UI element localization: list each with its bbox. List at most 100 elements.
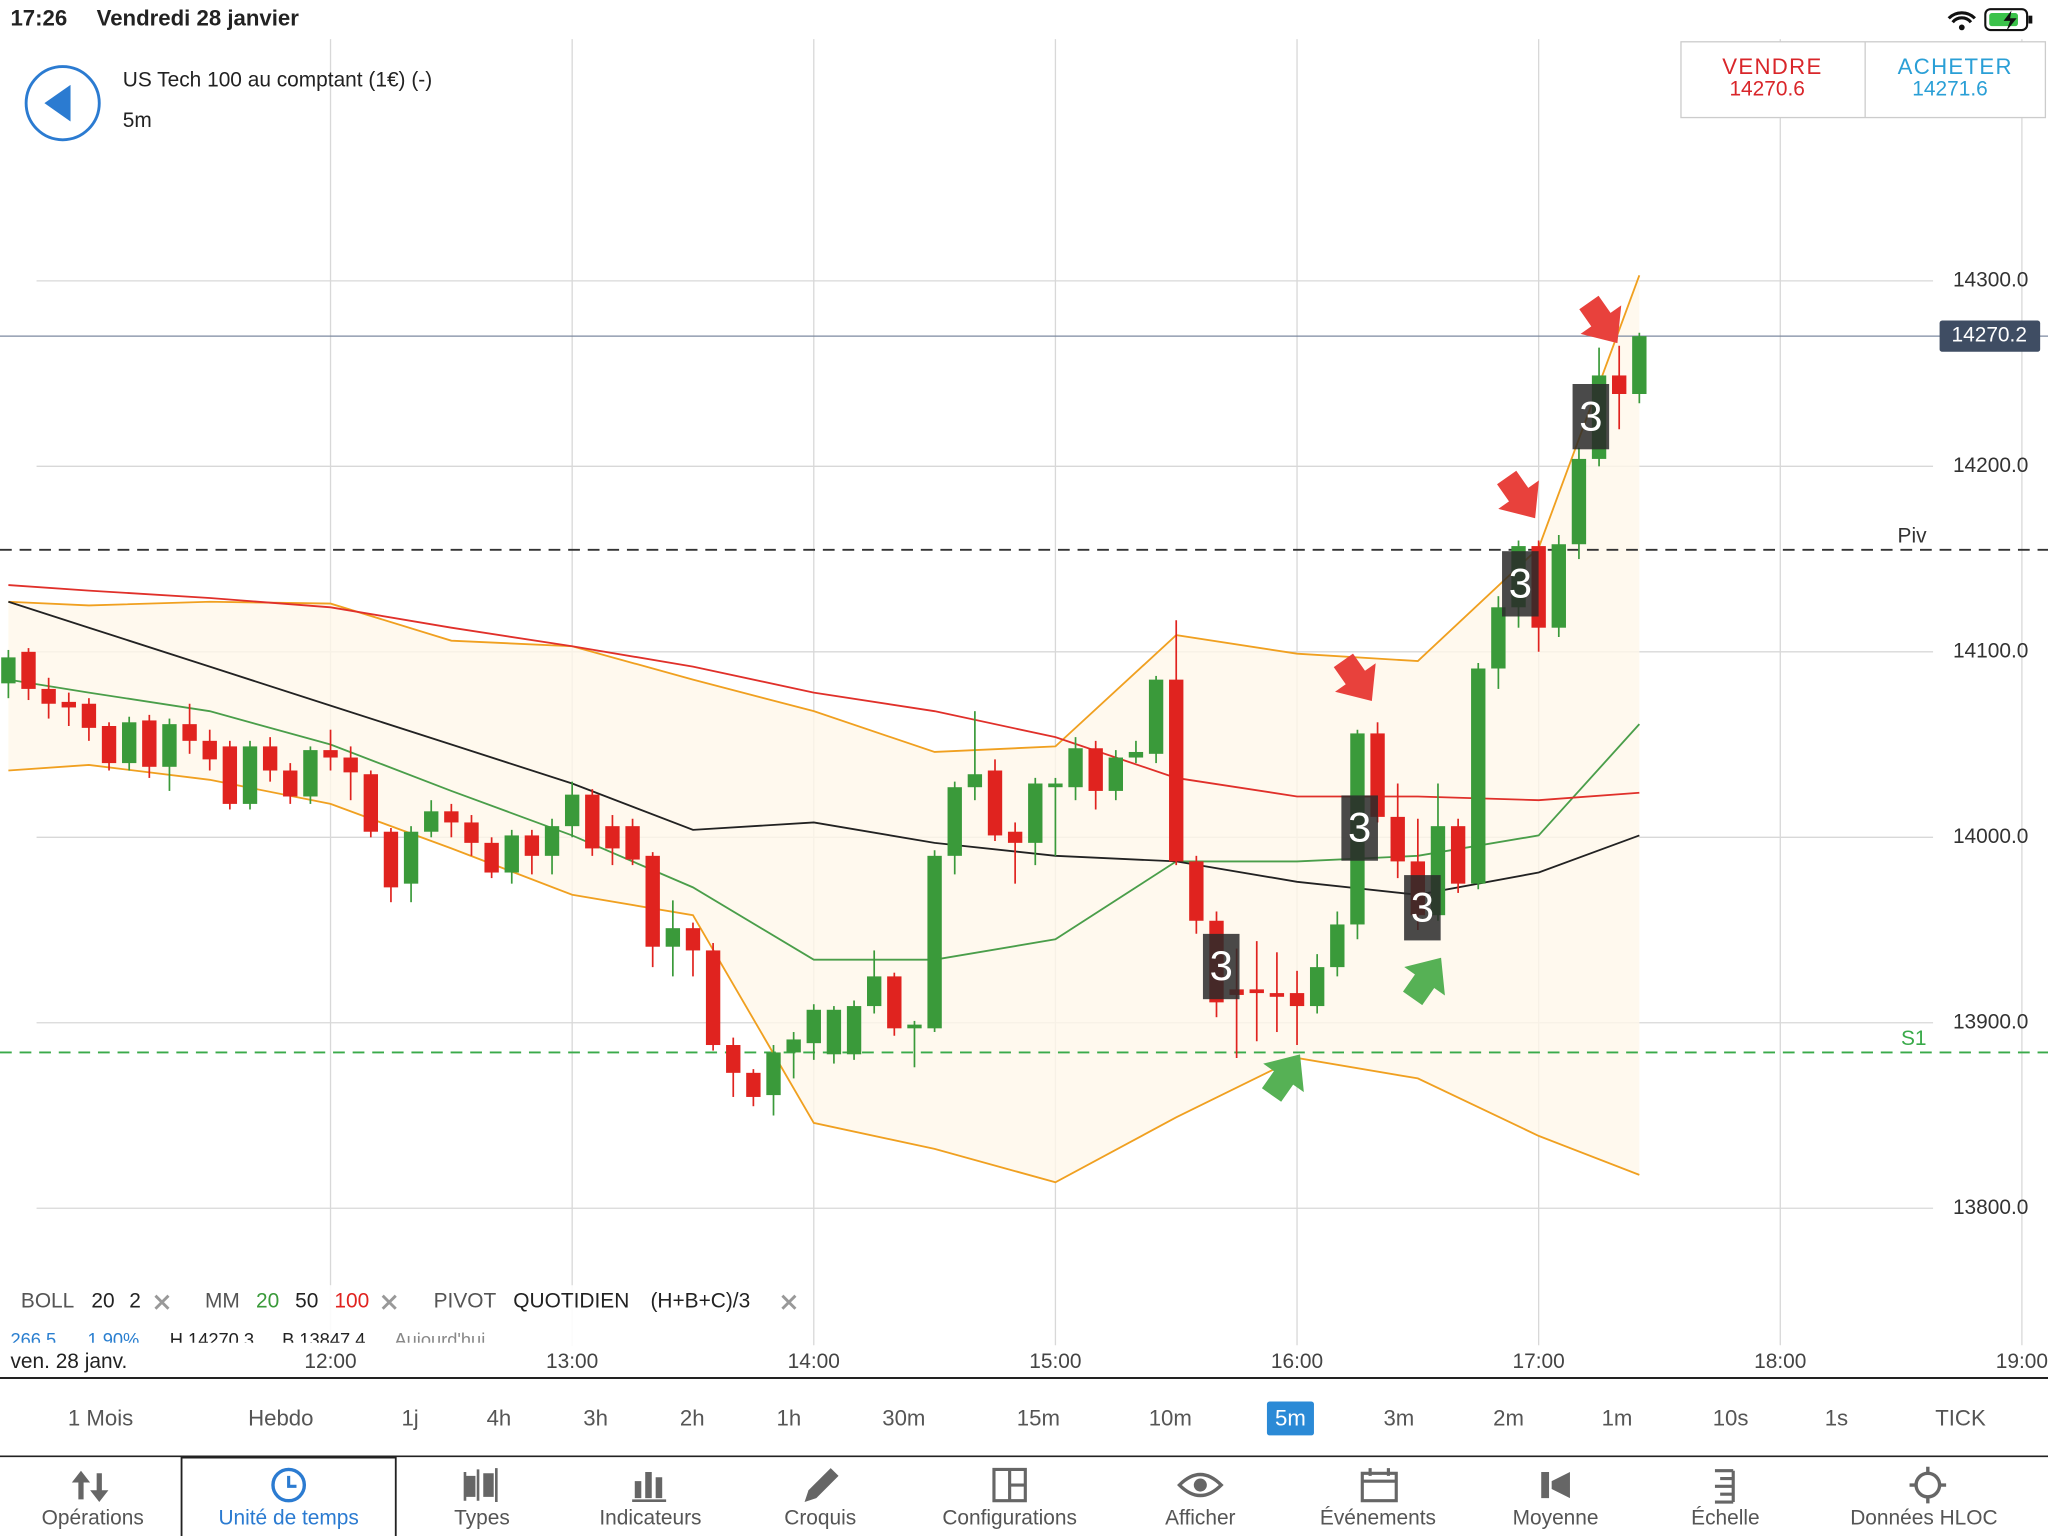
x-tick-label: 13:00 (546, 1350, 598, 1373)
candle-body (101, 726, 117, 764)
timeframe-option[interactable]: 1h (777, 1406, 802, 1431)
candle-body (1028, 783, 1043, 843)
candle-body (1189, 861, 1204, 921)
candle-body (846, 1006, 862, 1055)
buy-price[interactable]: 14271.6 (1912, 78, 1987, 101)
x-tick-label: 16:00 (1271, 1350, 1323, 1373)
tab-label[interactable]: Afficher (1165, 1507, 1235, 1530)
icon-operations (71, 1470, 109, 1503)
back-button[interactable] (24, 65, 101, 142)
timeframe-option[interactable]: 1m (1602, 1406, 1633, 1431)
tab-label[interactable]: Indicateurs (599, 1507, 701, 1530)
tab-label[interactable]: Opérations (42, 1507, 144, 1530)
buy-area[interactable] (1866, 43, 2045, 117)
timeframe-option[interactable]: 2h (680, 1406, 705, 1431)
timeframe-option[interactable]: Hebdo (248, 1406, 313, 1431)
candle-body (142, 720, 157, 767)
timeframe-option[interactable]: 2m (1493, 1406, 1524, 1431)
candle-body (1128, 751, 1144, 758)
legend-mm-name: MM (205, 1290, 240, 1313)
timeframe-option[interactable]: 4h (487, 1406, 512, 1431)
y-tick-label: 14200.0 (1953, 454, 2028, 477)
legend-mm-50: 50 (295, 1290, 318, 1313)
legend-boll-dev: 2 (129, 1290, 141, 1313)
remove-boll[interactable] (154, 1294, 170, 1310)
candle-body (222, 746, 238, 804)
stats-change-pct: 1.90% (88, 1329, 140, 1350)
marker-label: 3 (1579, 392, 1602, 439)
indicator-line (8, 600, 1640, 896)
candle-body (1330, 924, 1345, 968)
tab-label[interactable]: Événements (1320, 1507, 1436, 1530)
stats-change: 266.5 (10, 1329, 56, 1350)
tab-label[interactable]: Croquis (784, 1507, 856, 1530)
candle-body (383, 831, 399, 888)
charging-bolt (2003, 10, 2017, 32)
tab-label[interactable]: Échelle (1691, 1507, 1759, 1530)
tab-label[interactable]: Données HLOC (1850, 1507, 1997, 1530)
timeframe-option[interactable]: 1j (401, 1406, 418, 1431)
candle-body (1088, 748, 1103, 791)
legend-bg (0, 1285, 810, 1346)
legend-pivot-mode: QUOTIDIEN (513, 1290, 629, 1313)
candle-body (746, 1072, 761, 1097)
signal-arrow (1261, 1054, 1304, 1102)
y-tick-label: 13800.0 (1953, 1196, 2028, 1219)
status-icons (1947, 8, 2033, 32)
candle-body (564, 794, 580, 827)
legend-pivot-formula: (H+B+C)/3 (650, 1290, 750, 1313)
candle-body (1612, 375, 1627, 394)
candle-body (1571, 458, 1587, 545)
candle-body (524, 835, 540, 856)
timeframe-option[interactable]: TICK (1935, 1406, 1986, 1431)
icon-average (1541, 1472, 1570, 1499)
candle-body (967, 774, 983, 788)
back-arrow[interactable] (44, 84, 71, 122)
sell-area[interactable] (1682, 43, 1864, 117)
x-tick-label: 18:00 (1754, 1350, 1806, 1373)
sell-label[interactable]: VENDRE (1722, 54, 1822, 79)
timeframe-option[interactable]: 15m (1017, 1406, 1060, 1431)
candle-body (867, 976, 882, 1007)
icon-indicators (632, 1472, 667, 1503)
tab-icons (71, 1466, 1947, 1504)
tab-label[interactable]: Unité de temps (218, 1507, 358, 1530)
sell-price[interactable]: 14270.6 (1729, 78, 1804, 101)
tab-label[interactable]: Types (454, 1507, 510, 1530)
y-tick-label: 14000.0 (1953, 825, 2028, 848)
candle-body (343, 757, 358, 773)
timeframe-option[interactable]: 30m (882, 1406, 925, 1431)
legend-boll-name: BOLL (21, 1290, 74, 1313)
trade-panel: VENDRE 14270.6 ACHETER 14271.6 (1680, 41, 2047, 119)
buy-button[interactable]: ACHETER 14271.6 (1866, 43, 2045, 117)
x-tick-label: 17:00 (1513, 1350, 1565, 1373)
sell-button[interactable]: VENDRE 14270.6 (1682, 43, 1864, 117)
buy-label[interactable]: ACHETER (1898, 54, 2013, 79)
tab-label[interactable]: Moyenne (1513, 1507, 1599, 1530)
tab-bar: Opérations Unité de temps Types Indicateurs… (42, 1456, 1998, 1536)
stats-high: H 14270.3 (170, 1329, 254, 1350)
icon-sketch (804, 1468, 839, 1503)
timeframe-option[interactable]: 3m (1383, 1406, 1414, 1431)
legend-pivot-name: PIVOT (434, 1290, 497, 1313)
tab-label[interactable]: Configurations (942, 1507, 1077, 1530)
x-tick-label: 19:00 (1996, 1350, 2048, 1373)
timeframe-option[interactable]: 5m (1275, 1406, 1306, 1431)
candle-body (444, 811, 459, 823)
timeframe-option[interactable]: 3h (583, 1406, 608, 1431)
timeframe-option[interactable]: 1 Mois (68, 1406, 133, 1431)
candle-body (544, 826, 560, 856)
timeframe-option[interactable]: 10s (1713, 1406, 1749, 1431)
candle-body (1007, 831, 1023, 843)
marker-box (1572, 384, 1610, 450)
candle-body (1471, 668, 1486, 884)
x-tick-label: 15:00 (1029, 1350, 1081, 1373)
remove-mm[interactable] (381, 1294, 397, 1310)
remove-pivot[interactable] (781, 1294, 797, 1310)
timeframe-selected[interactable] (1266, 1401, 1314, 1436)
candle-body (61, 701, 76, 708)
timeframe-option[interactable]: 1s (1825, 1406, 1848, 1431)
last-price-tag: 14270.2 (1939, 320, 2041, 352)
battery (1984, 8, 2029, 32)
timeframe-option[interactable]: 10m (1149, 1406, 1192, 1431)
